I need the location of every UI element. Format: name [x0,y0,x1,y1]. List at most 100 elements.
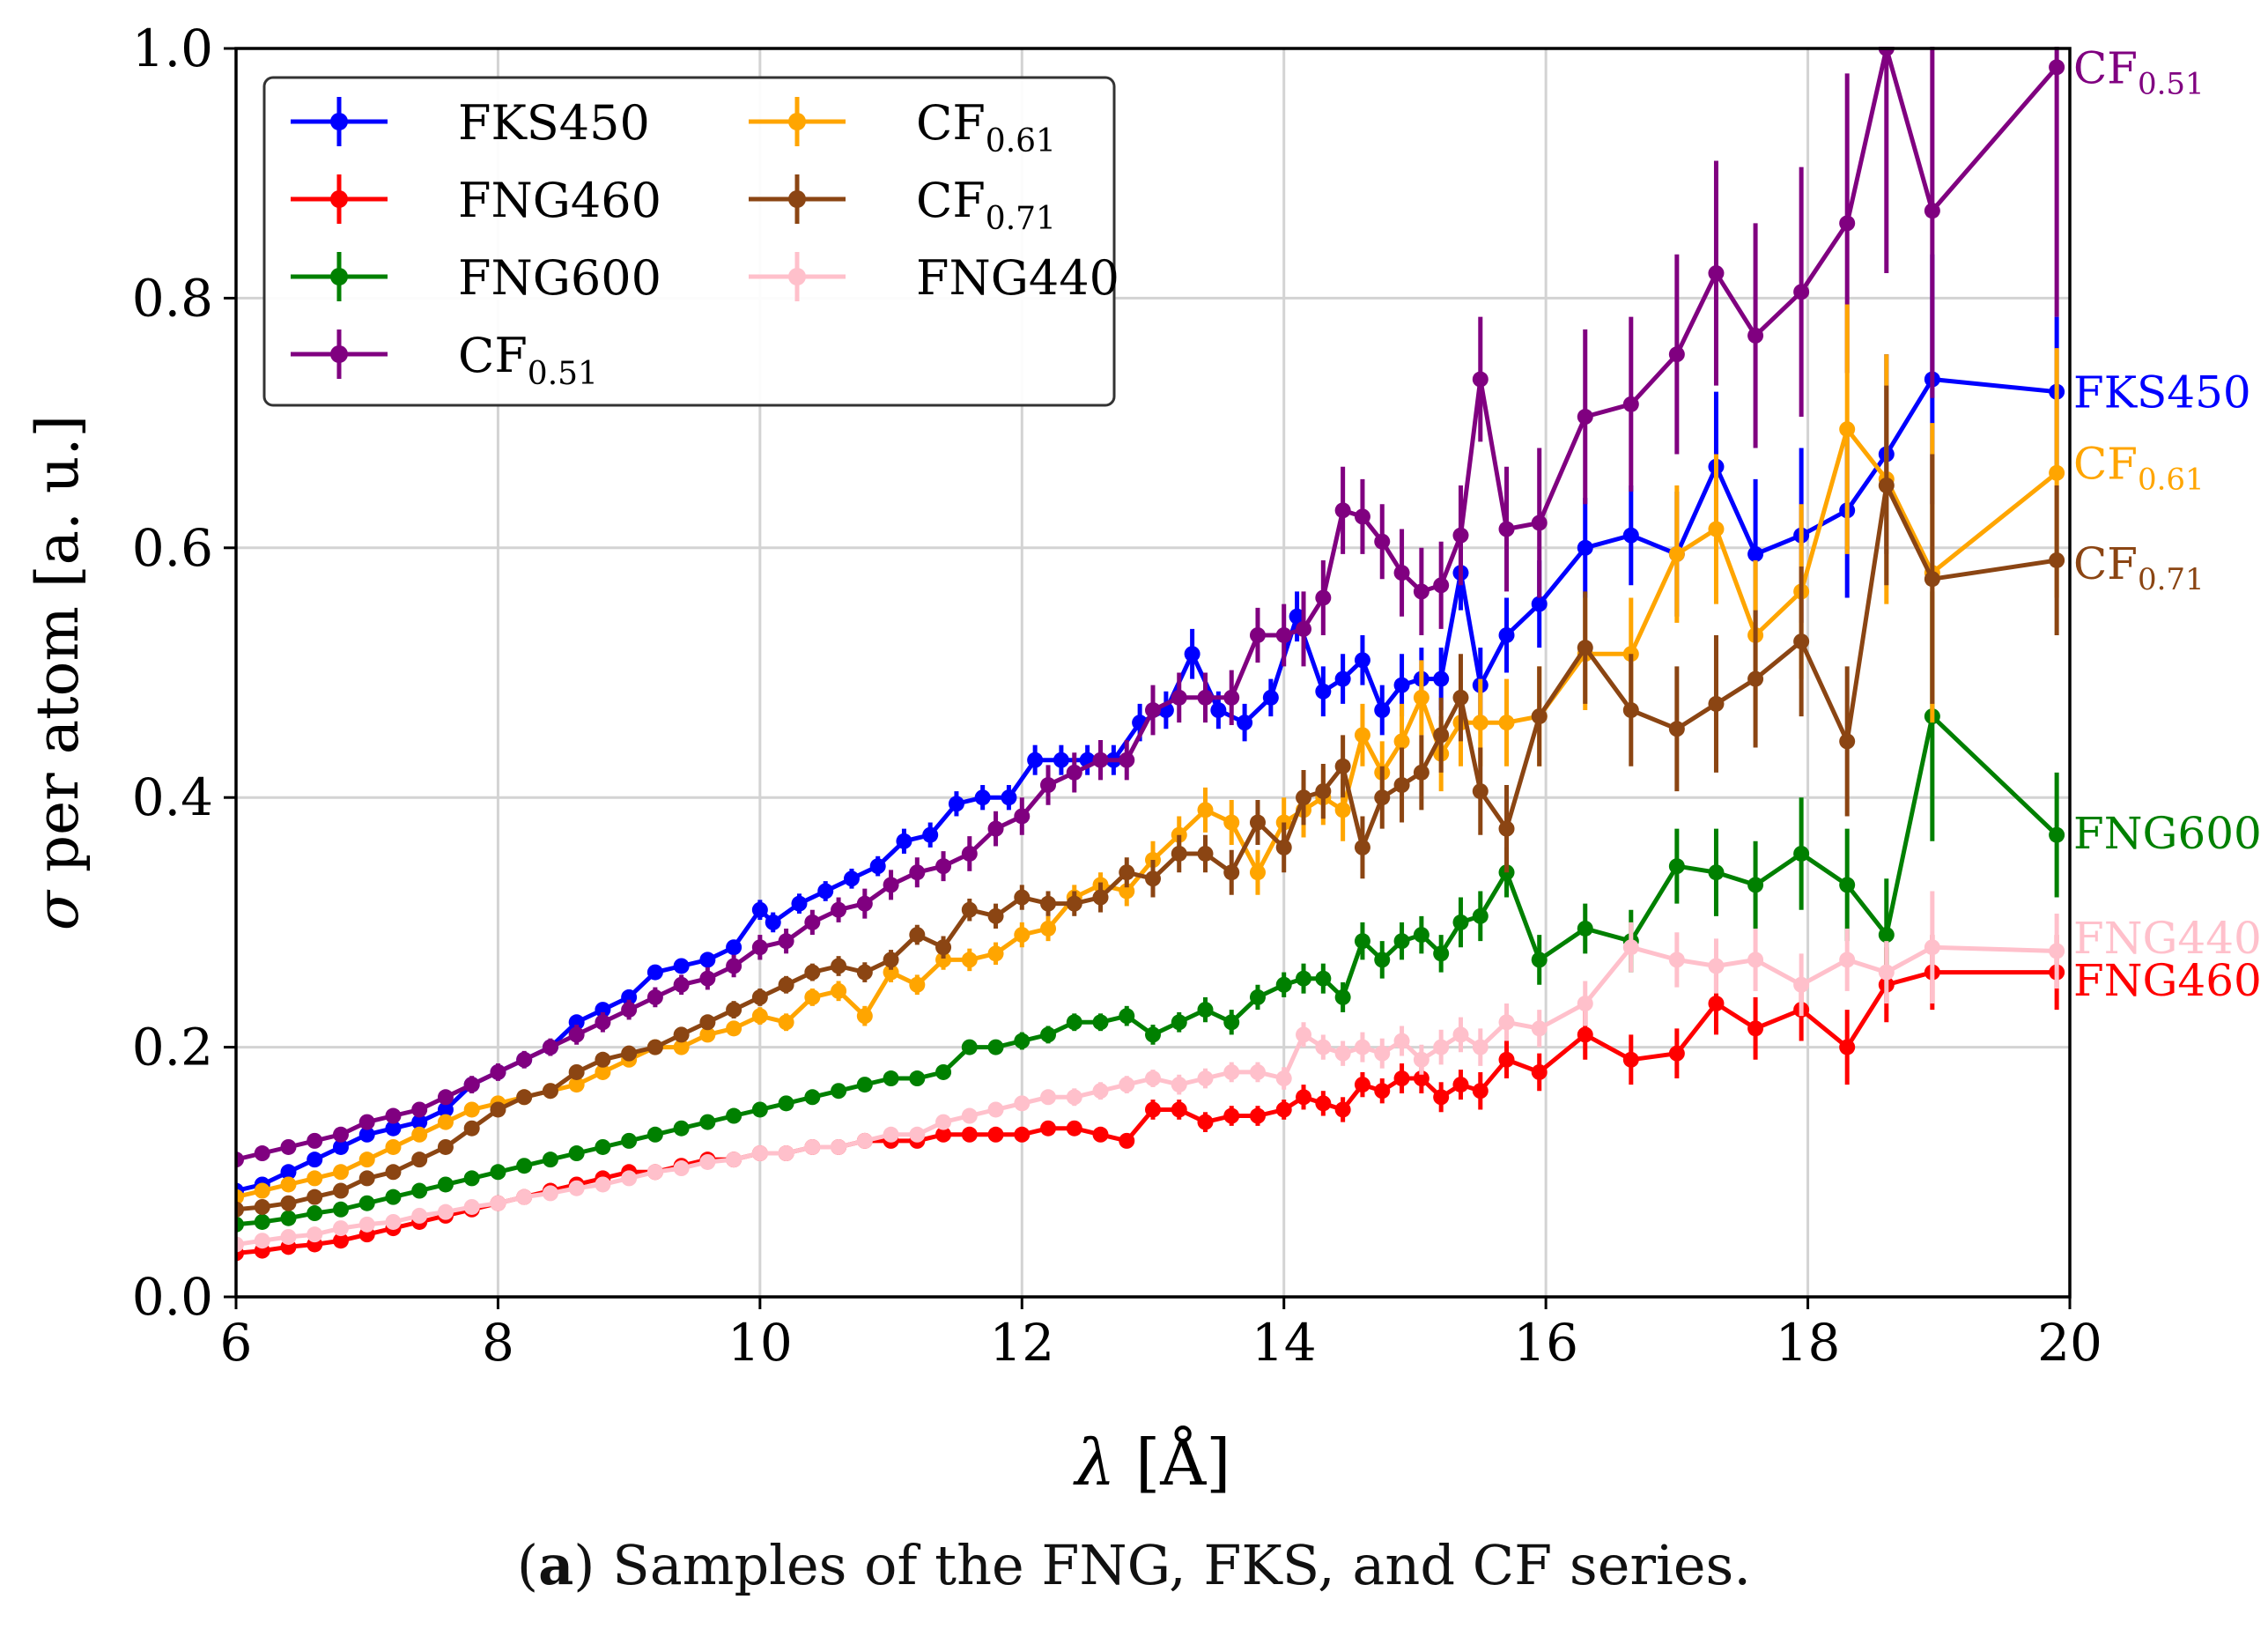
data-point [1668,1045,1685,1062]
series-FNG600 [236,591,2065,1233]
data-point [516,1158,533,1174]
data-point [1296,1026,1312,1043]
data-point [437,1203,454,1220]
data-point [542,1185,558,1202]
data-point [1531,1063,1548,1080]
data-point [1747,327,1764,344]
data-point [1668,952,1685,968]
data-point [1315,589,1332,606]
y-tick-label: 0.4 [132,767,213,827]
x-tick-label: 12 [989,1313,1054,1373]
series-end-label: FNG600 [2073,808,2262,859]
data-point [1197,1070,1214,1087]
x-tick-label: 20 [2037,1313,2102,1373]
data-point [595,1002,611,1018]
data-point [1249,989,1266,1005]
data-point [1708,864,1725,881]
data-point [1433,1039,1450,1055]
data-point [909,927,926,944]
data-point [1197,802,1214,818]
data-point [1531,596,1548,612]
data-point [1296,620,1312,637]
data-point [332,1233,349,1249]
data-point [1839,1039,1856,1055]
data-point [568,1026,585,1043]
data-point [1014,1033,1031,1049]
data-point [1354,1077,1370,1093]
data-point [1393,1070,1410,1087]
data-point [1498,820,1515,837]
data-point [751,989,768,1005]
data-point [1924,203,1940,219]
data-point [1040,895,1057,912]
data-point [1793,284,1810,300]
axis-labels: λ [Å] σ per atom [a. u.] [24,415,1230,1500]
data-point [568,1014,585,1031]
data-point [595,1014,611,1031]
data-point [280,1210,297,1226]
data-point [1275,1070,1292,1087]
data-point [1119,1077,1135,1093]
data-point [1622,939,1639,956]
data-point [280,1164,297,1181]
data-point [621,1045,638,1062]
data-point [804,1089,821,1106]
data-point [1334,802,1351,818]
data-point [1498,626,1515,643]
data-point [1452,1077,1469,1093]
data-point [778,1014,794,1031]
data-point [1119,1008,1135,1025]
data-point [621,989,638,1005]
data-point [1289,608,1305,625]
data-point [1223,1107,1240,1124]
data-point [358,1195,375,1211]
data-point [437,1101,454,1118]
data-point [1433,670,1450,687]
data-point [411,1182,428,1199]
data-point [236,1236,244,1253]
data-point [1119,1132,1135,1149]
data-point [1040,1089,1057,1106]
data-point [516,1051,533,1068]
data-point [1014,889,1031,906]
legend-item-CF0.51: CF0.51 [291,328,598,392]
data-point [437,1176,454,1193]
data-point [1334,502,1351,519]
legend-label: FNG460 [458,173,661,228]
data-point [1924,939,1940,956]
data-point [1793,633,1810,650]
data-point [595,1063,611,1080]
data-point [1622,527,1639,544]
data-point [1145,1026,1161,1043]
data-point [358,1170,375,1187]
data-point [1354,652,1370,669]
data-point [804,914,821,930]
data-point [490,1101,506,1118]
data-point [673,1160,690,1177]
data-point [621,1002,638,1018]
legend-swatch-marker [330,190,348,208]
data-point [699,1153,716,1170]
data-point [542,1152,558,1168]
data-point [883,1126,899,1143]
legend-swatch-marker [330,268,348,285]
data-point [1374,1083,1391,1100]
data-point [1014,927,1031,944]
data-point [411,1152,428,1168]
data-point [280,1176,297,1193]
data-point [1210,702,1227,719]
data-point [1334,1045,1351,1062]
data-point [804,1138,821,1155]
data-point [516,1089,533,1106]
x-tick-label: 8 [482,1313,514,1373]
data-point [568,1063,585,1080]
legend: FKS450 FNG460 FNG600 CF0.51 CF0.61 CF0.71 FNG4… [262,76,1119,407]
data-point [1354,1039,1370,1055]
data-point [437,1138,454,1155]
data-point [595,1176,611,1193]
data-point [1452,1026,1469,1043]
data-point [1171,1101,1187,1118]
data-point [804,989,821,1005]
data-point [1145,702,1161,719]
data-point [1053,752,1069,768]
